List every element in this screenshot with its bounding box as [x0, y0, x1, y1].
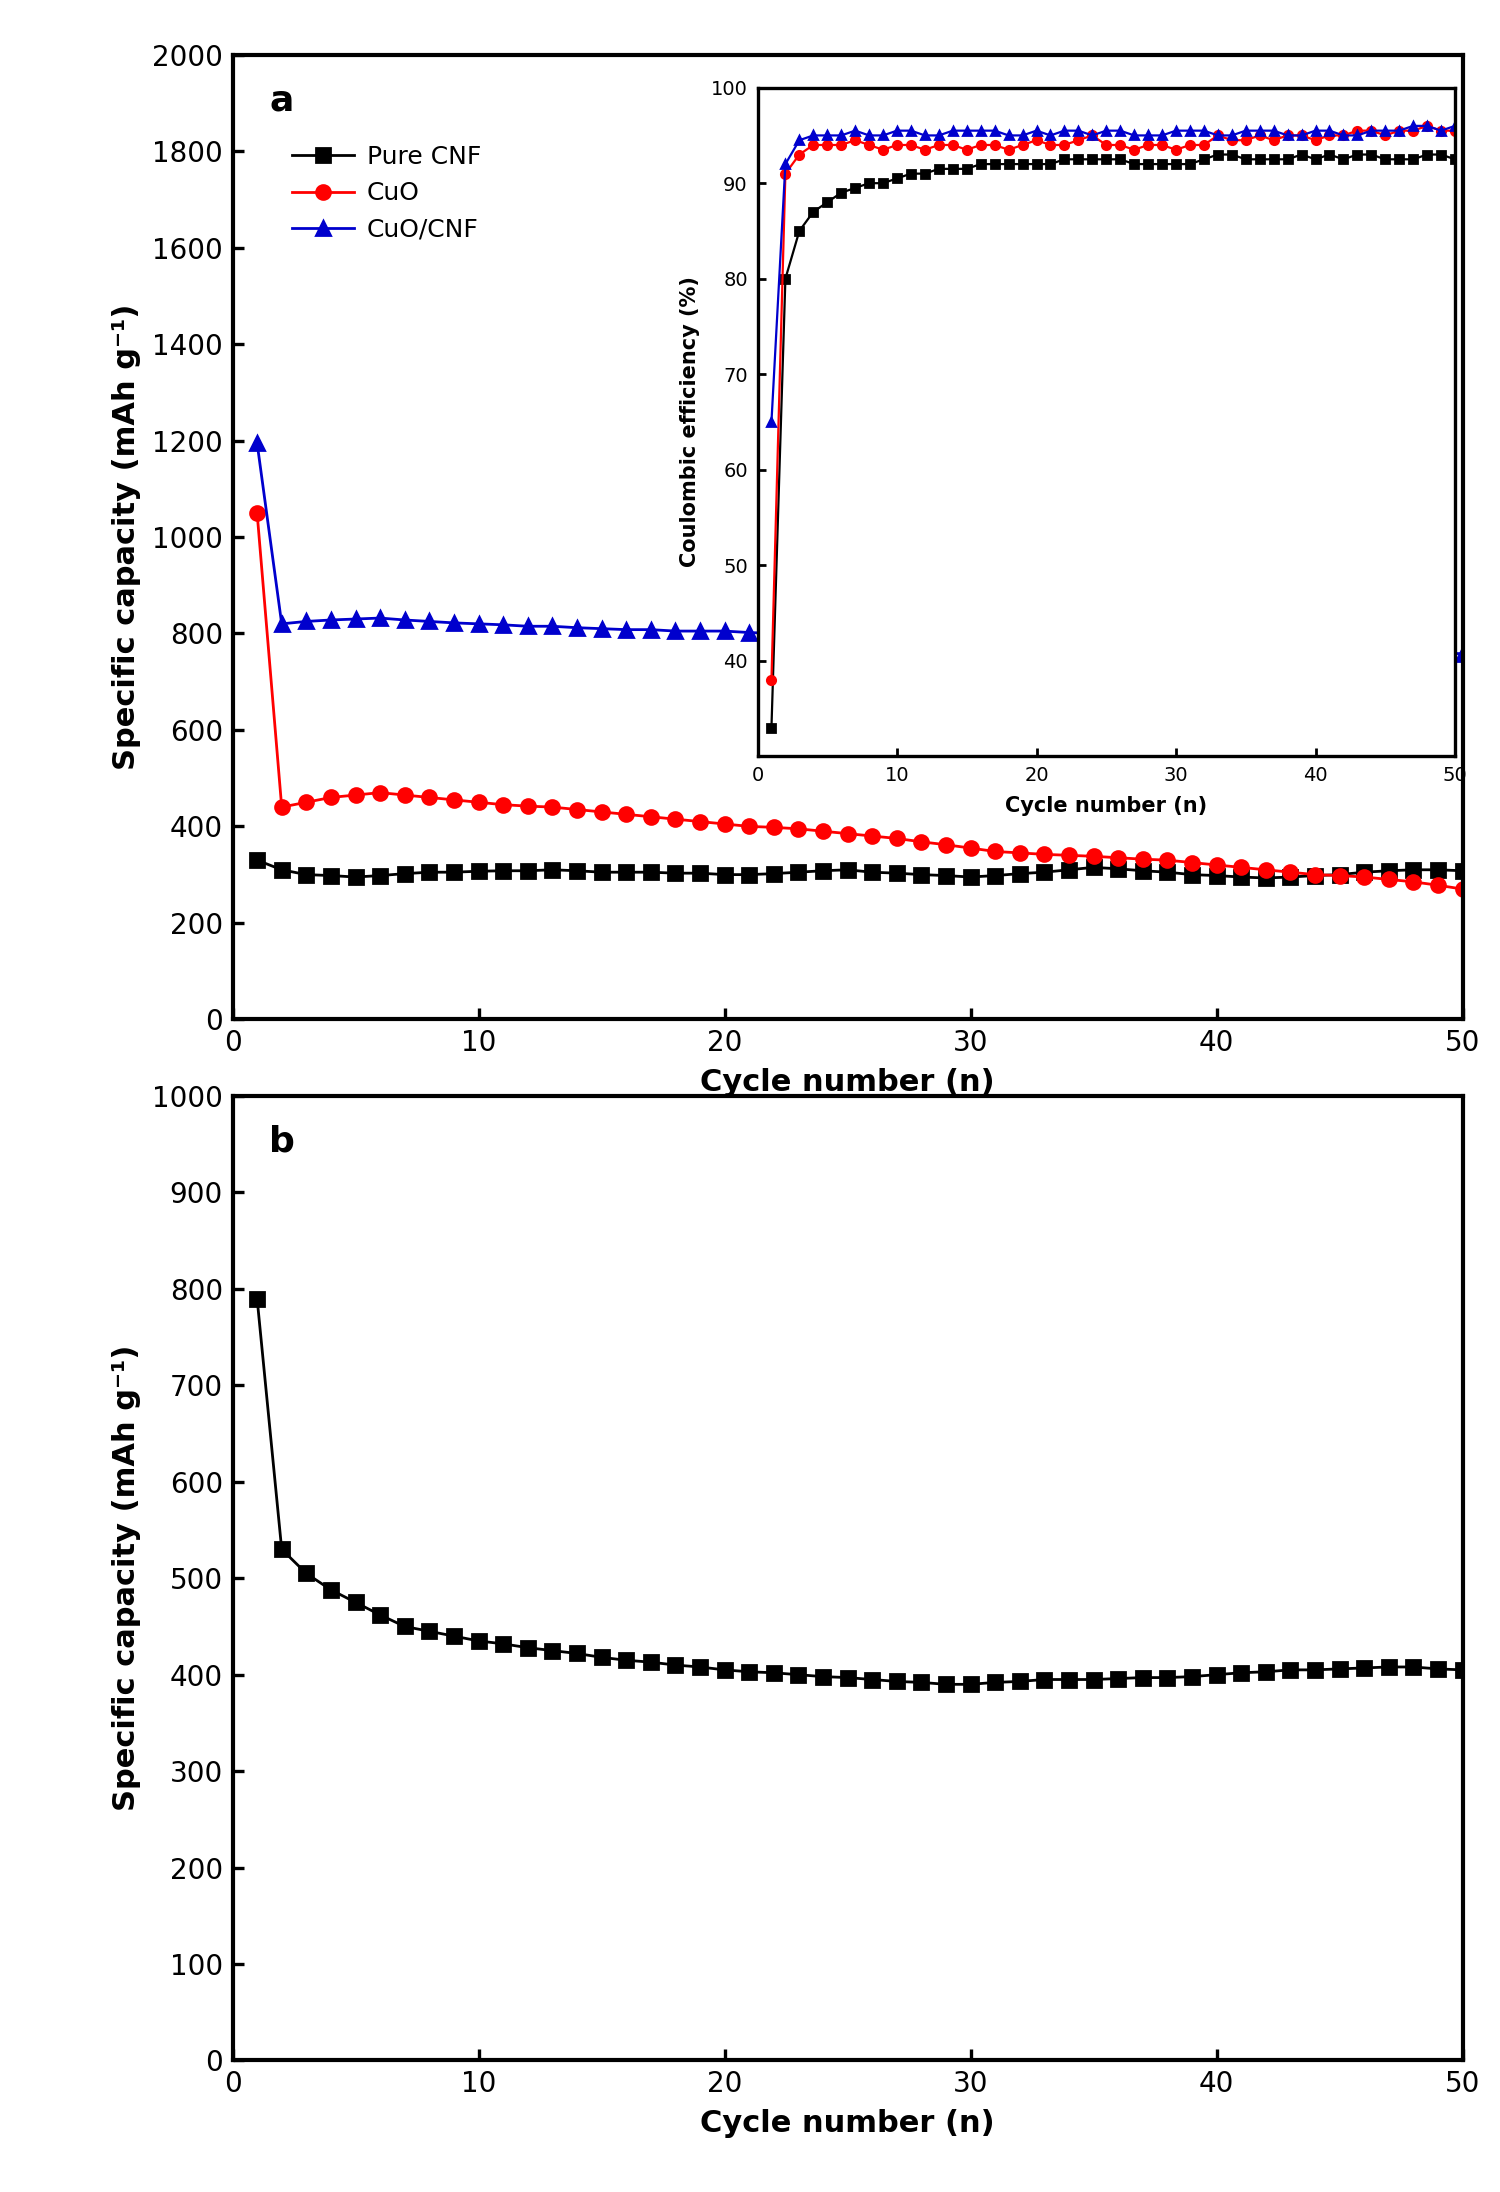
Y-axis label: Coulombic efficiency (%): Coulombic efficiency (%): [680, 276, 700, 568]
X-axis label: Cycle number (n): Cycle number (n): [700, 2109, 994, 2139]
Text: a: a: [270, 83, 294, 118]
Y-axis label: Specific capacity (mAh g⁻¹): Specific capacity (mAh g⁻¹): [112, 305, 141, 769]
X-axis label: Cycle number (n): Cycle number (n): [700, 1068, 994, 1098]
Text: b: b: [270, 1124, 296, 1160]
Legend: Pure CNF, CuO, CuO/CNF: Pure CNF, CuO, CuO/CNF: [282, 136, 492, 252]
Y-axis label: Specific capacity (mAh g⁻¹): Specific capacity (mAh g⁻¹): [112, 1346, 141, 1811]
X-axis label: Cycle number (n): Cycle number (n): [1005, 796, 1208, 815]
